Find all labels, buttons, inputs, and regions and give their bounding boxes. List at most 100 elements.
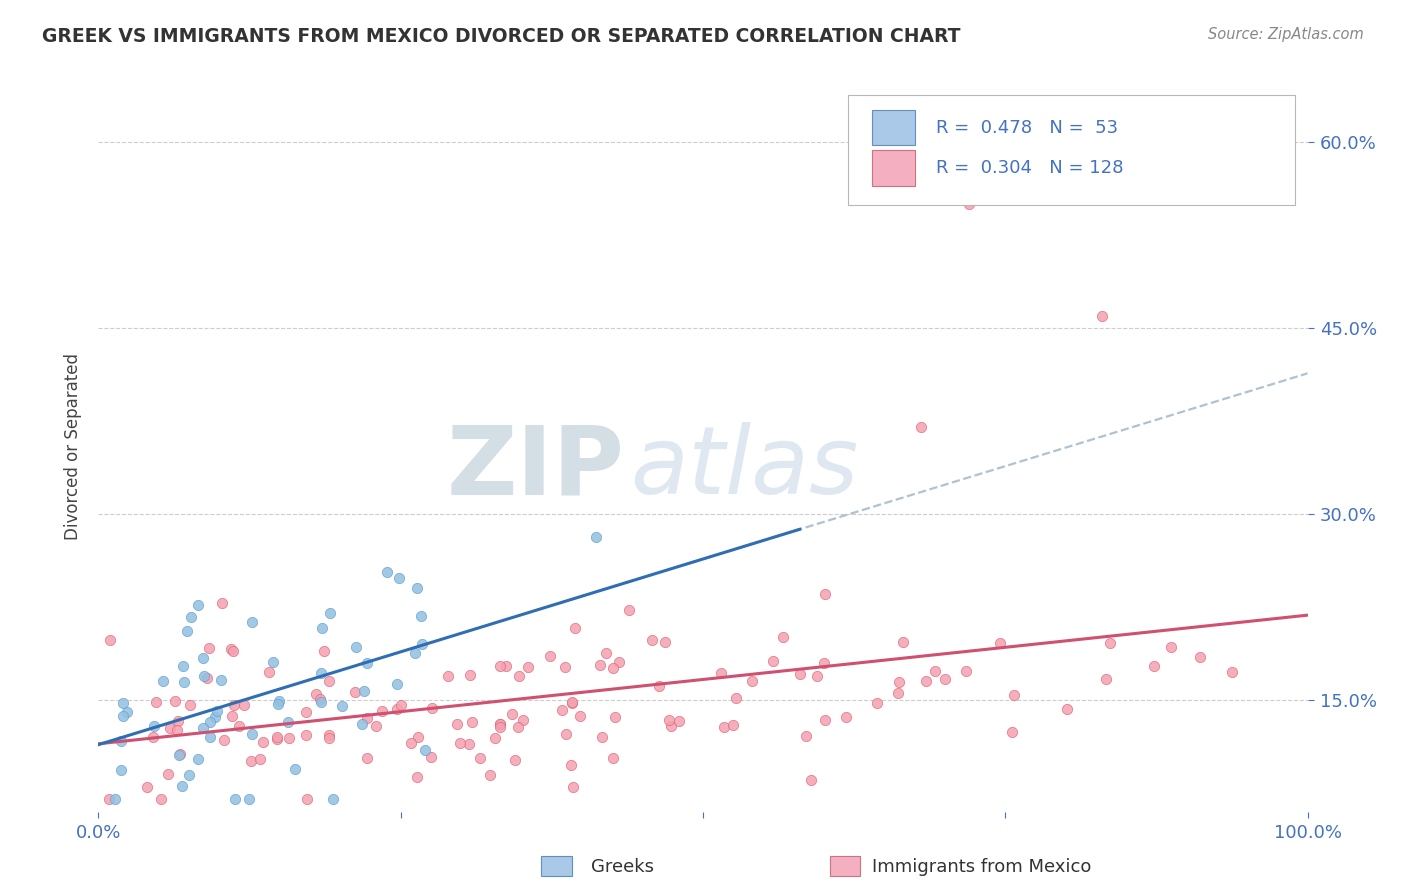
Text: ZIP: ZIP	[447, 421, 624, 515]
Point	[295, 705, 318, 719]
Point	[356, 657, 378, 671]
Point	[110, 763, 132, 777]
Point	[988, 636, 1011, 650]
Point	[370, 704, 392, 718]
Point	[311, 695, 333, 709]
Point	[713, 720, 735, 734]
Point	[834, 709, 856, 723]
Point	[142, 730, 165, 744]
Point	[814, 586, 837, 600]
Point	[1099, 636, 1122, 650]
Point	[501, 706, 523, 721]
Point	[169, 747, 191, 761]
Point	[568, 708, 591, 723]
Point	[221, 709, 243, 723]
Point	[177, 768, 200, 782]
Point	[957, 197, 980, 211]
FancyBboxPatch shape	[830, 856, 860, 876]
FancyBboxPatch shape	[541, 856, 572, 876]
Text: atlas: atlas	[630, 423, 859, 514]
Point	[551, 703, 574, 717]
Point	[508, 669, 530, 683]
Point	[446, 716, 468, 731]
Point	[135, 780, 157, 794]
Point	[1001, 725, 1024, 739]
Point	[512, 713, 534, 727]
Point	[180, 610, 202, 624]
Point	[924, 664, 946, 678]
Point	[741, 673, 763, 688]
Point	[266, 697, 288, 711]
Point	[353, 684, 375, 698]
Point	[489, 717, 512, 731]
Text: R =  0.478   N =  53: R = 0.478 N = 53	[936, 119, 1119, 136]
Point	[209, 673, 232, 687]
Point	[1160, 640, 1182, 655]
Point	[479, 768, 502, 782]
Point	[166, 723, 188, 738]
Point	[173, 674, 195, 689]
Point	[607, 655, 630, 669]
Point	[461, 715, 484, 730]
Point	[508, 720, 530, 734]
Point	[145, 695, 167, 709]
Point	[179, 698, 201, 712]
Point	[198, 730, 221, 744]
Point	[318, 674, 340, 689]
Point	[143, 718, 166, 732]
Point	[242, 726, 264, 740]
Point	[344, 640, 367, 655]
Point	[589, 658, 612, 673]
Point	[538, 649, 561, 664]
Point	[309, 692, 332, 706]
Point	[554, 726, 576, 740]
Point	[1220, 665, 1243, 679]
Point	[405, 582, 427, 596]
Point	[193, 669, 215, 683]
Point	[343, 685, 366, 699]
Point	[406, 770, 429, 784]
Point	[252, 735, 274, 749]
Point	[889, 675, 911, 690]
Point	[934, 672, 956, 686]
Point	[406, 731, 429, 745]
Point	[468, 750, 491, 764]
Point	[309, 666, 332, 681]
Point	[484, 731, 506, 746]
Point	[814, 713, 837, 727]
Point	[195, 671, 218, 685]
Point	[198, 714, 221, 729]
Point	[602, 750, 624, 764]
Point	[1095, 672, 1118, 686]
Point	[585, 530, 607, 544]
Point	[489, 659, 512, 673]
Point	[232, 698, 254, 712]
Point	[772, 631, 794, 645]
Point	[98, 632, 121, 647]
Point	[389, 698, 412, 713]
Point	[762, 654, 785, 668]
Point	[330, 699, 353, 714]
Point	[562, 780, 585, 794]
Point	[224, 792, 246, 806]
Point	[411, 637, 433, 651]
Point	[914, 673, 936, 688]
Point	[725, 690, 748, 705]
Point	[1002, 688, 1025, 702]
Point	[152, 673, 174, 688]
Point	[170, 780, 193, 794]
Point	[222, 644, 245, 658]
Point	[269, 694, 291, 708]
Point	[238, 792, 260, 806]
Point	[419, 750, 441, 764]
Point	[654, 635, 676, 649]
Point	[115, 705, 138, 719]
Point	[167, 748, 190, 763]
Point	[887, 686, 910, 700]
FancyBboxPatch shape	[848, 95, 1295, 204]
Point	[561, 697, 583, 711]
Point	[167, 714, 190, 728]
Text: GREEK VS IMMIGRANTS FROM MEXICO DIVORCED OR SEPARATED CORRELATION CHART: GREEK VS IMMIGRANTS FROM MEXICO DIVORCED…	[42, 27, 960, 45]
Point	[658, 713, 681, 727]
Point	[517, 660, 540, 674]
